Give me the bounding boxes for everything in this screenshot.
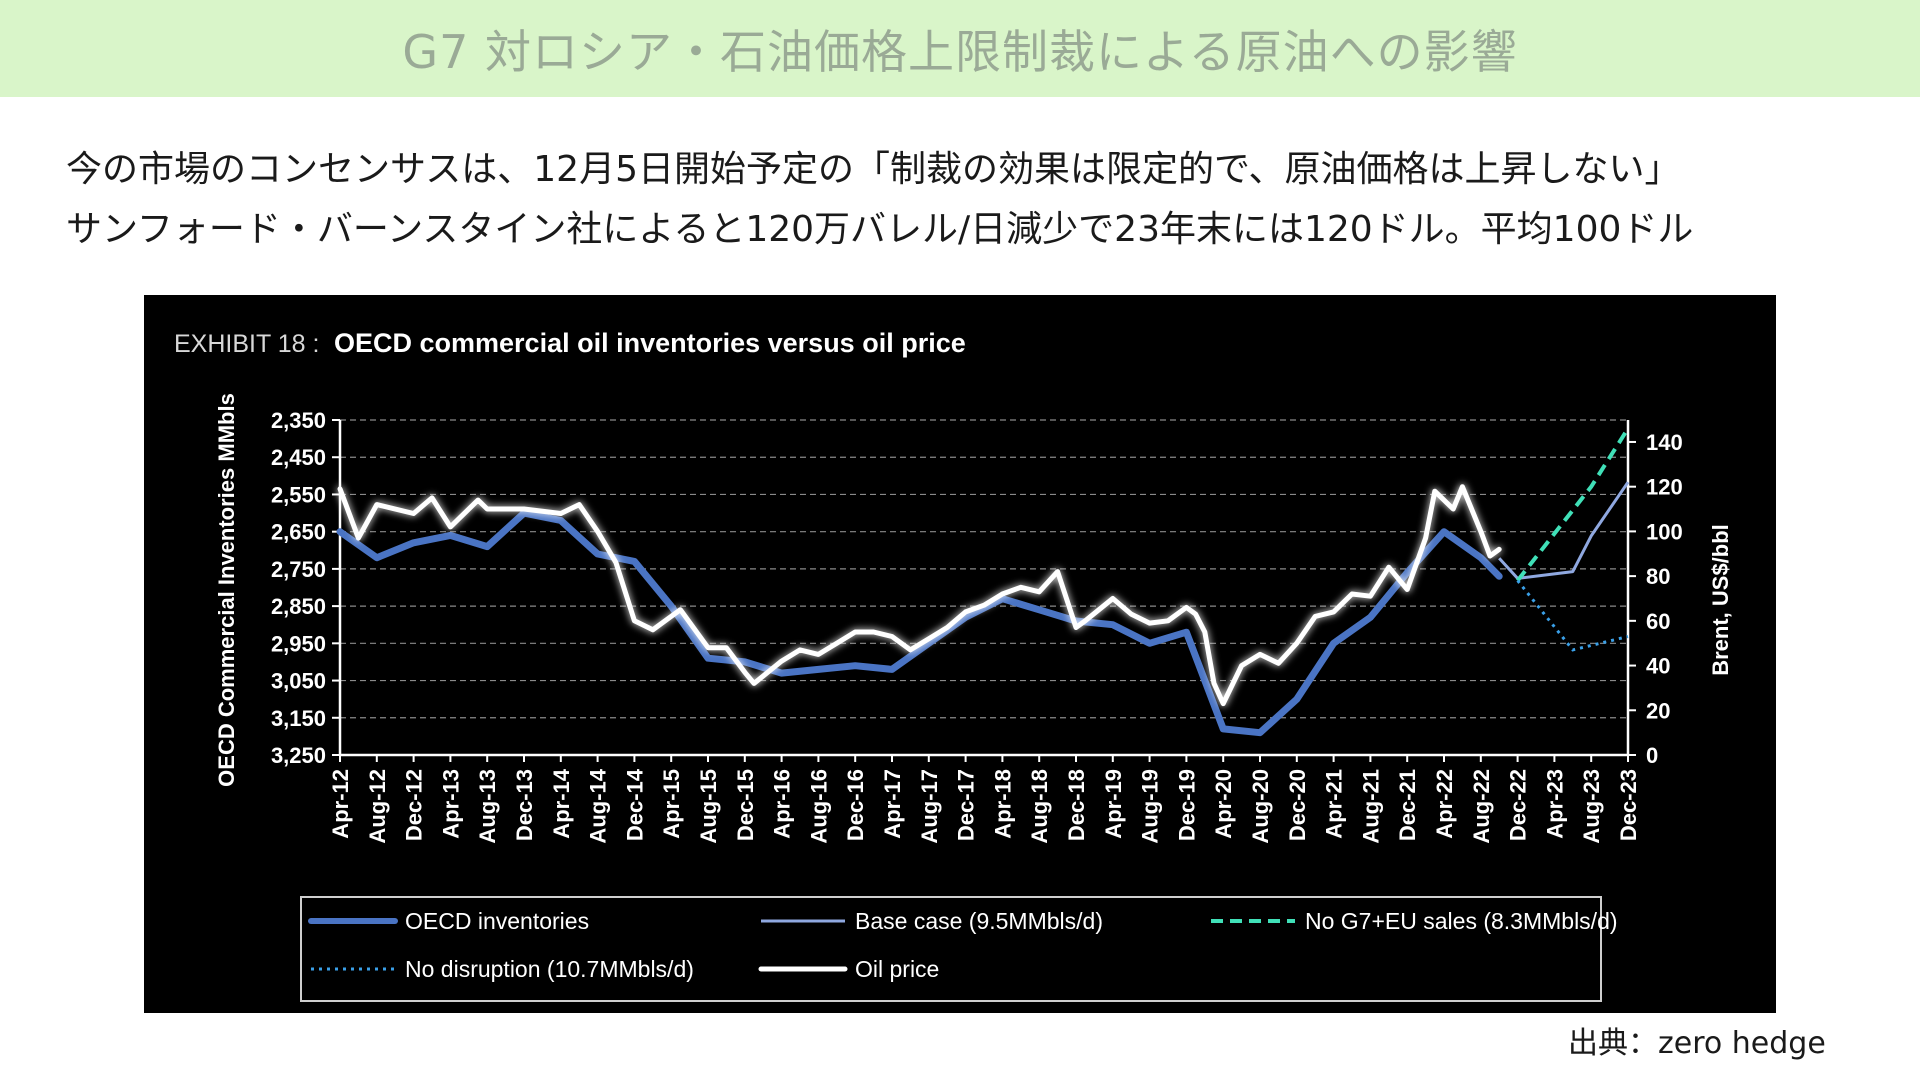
chart-title: OECD commercial oil inventories versus o… (334, 328, 966, 358)
x-tick-label: Aug-23 (1579, 769, 1604, 844)
legend-box (300, 896, 1602, 1002)
x-tick-label: Dec-16 (843, 769, 868, 841)
x-tick-label: Dec-21 (1395, 769, 1420, 841)
series-line-solid (1498, 481, 1630, 580)
x-tick-label: Dec-19 (1174, 769, 1199, 841)
x-tick-label: Dec-18 (1064, 769, 1089, 841)
x-tick-label: Aug-19 (1138, 769, 1163, 844)
x-tick-label: Apr-16 (770, 769, 795, 839)
page-title: G7 対ロシア・石油価格上限制裁による原油への影響 (402, 24, 1518, 79)
right-tick-label: 40 (1646, 654, 1670, 679)
left-tick-label: 2,950 (271, 631, 326, 656)
chart-exhibit-label: EXHIBIT 18 : (174, 330, 319, 358)
left-tick-label: 3,150 (271, 706, 326, 731)
x-tick-label: Aug-18 (1027, 769, 1052, 844)
x-tick-label: Apr-12 (328, 769, 353, 839)
x-tick-label: Aug-14 (586, 768, 611, 843)
right-tick-label: 120 (1646, 475, 1683, 500)
left-tick-label: 2,750 (271, 557, 326, 582)
x-tick-label: Apr-15 (659, 769, 684, 839)
x-tick-label: Aug-13 (475, 769, 500, 844)
header-banner: G7 対ロシア・石油価格上限制裁による原油への影響 (0, 0, 1920, 97)
x-tick-label: Apr-19 (1101, 769, 1126, 839)
x-tick-label: Dec-22 (1506, 769, 1531, 841)
x-tick-label: Dec-17 (954, 769, 979, 841)
x-tick-label: Apr-14 (549, 768, 574, 838)
x-tick-label: Aug-17 (917, 769, 942, 844)
x-tick-label: Dec-15 (733, 769, 758, 841)
x-tick-label: Aug-22 (1469, 769, 1494, 844)
legend-label: No G7+EU sales (8.3MMbls/d) (1305, 908, 1618, 934)
subtitle-line-1: 今の市場のコンセンサスは、12月5日開始予定の「制裁の効果は限定的で、原油価格は… (66, 149, 1681, 190)
x-tick-label: Aug-20 (1248, 769, 1273, 844)
x-tick-label: Aug-21 (1358, 769, 1383, 844)
right-tick-label: 100 (1646, 519, 1683, 544)
subtitle-line-2: サンフォード・バーンスタイン社によると120万バレル/日減少で23年末には120… (66, 209, 1694, 250)
x-tick-label: Apr-13 (438, 769, 463, 839)
right-tick-label: 80 (1646, 564, 1670, 589)
left-tick-label: 2,350 (271, 408, 326, 433)
legend-label: Oil price (855, 956, 939, 982)
left-tick-label: 3,250 (271, 743, 326, 768)
right-tick-label: 60 (1646, 609, 1670, 634)
left-tick-label: 2,650 (271, 520, 326, 545)
legend-label: No disruption (10.7MMbls/d) (405, 956, 694, 982)
right-tick-label: 140 (1646, 430, 1683, 455)
legend-label: Base case (9.5MMbls/d) (855, 908, 1103, 934)
series-line-white (337, 484, 1502, 707)
chart-svg: EXHIBIT 18 : OECD commercial oil inventor… (174, 328, 1733, 1002)
x-tick-label: Aug-16 (806, 769, 831, 844)
right-tick-label: 0 (1646, 743, 1658, 768)
x-tick-label: Apr-21 (1322, 769, 1347, 839)
left-tick-label: 2,450 (271, 445, 326, 470)
left-tick-label: 2,850 (271, 594, 326, 619)
series-line-dotted (1516, 579, 1629, 652)
x-tick-label: Apr-23 (1542, 769, 1567, 839)
x-tick-label: Aug-15 (696, 769, 721, 844)
x-tick-label: Dec-13 (512, 769, 537, 841)
x-tick-label: Dec-12 (402, 769, 427, 841)
x-tick-label: Apr-20 (1211, 769, 1236, 839)
legend-label: OECD inventories (405, 908, 589, 934)
left-tick-label: 2,550 (271, 482, 326, 507)
x-tick-label: Apr-22 (1432, 769, 1457, 839)
series-line-dashed (1516, 427, 1630, 582)
series-line-thick (336, 509, 1503, 737)
left-tick-label: 3,050 (271, 669, 326, 694)
right-tick-label: 20 (1646, 698, 1670, 723)
x-tick-label: Dec-14 (622, 768, 647, 841)
x-tick-label: Dec-23 (1616, 769, 1641, 841)
x-tick-label: Apr-17 (880, 769, 905, 839)
left-axis-label: OECD Commercial Inventories MMbls (214, 393, 239, 787)
x-tick-label: Aug-12 (365, 769, 390, 844)
source-citation: 出典：zero hedge (1568, 1026, 1826, 1061)
subtitle-text: 今の市場のコンセンサスは、12月5日開始予定の「制裁の効果は限定的で、原油価格は… (66, 140, 1693, 260)
chart-panel: EXHIBIT 18 : OECD commercial oil inventor… (144, 295, 1776, 1013)
x-tick-label: Dec-20 (1285, 769, 1310, 841)
x-tick-label: Apr-18 (990, 769, 1015, 839)
right-axis-label: Brent, US$/bbl (1708, 524, 1733, 676)
